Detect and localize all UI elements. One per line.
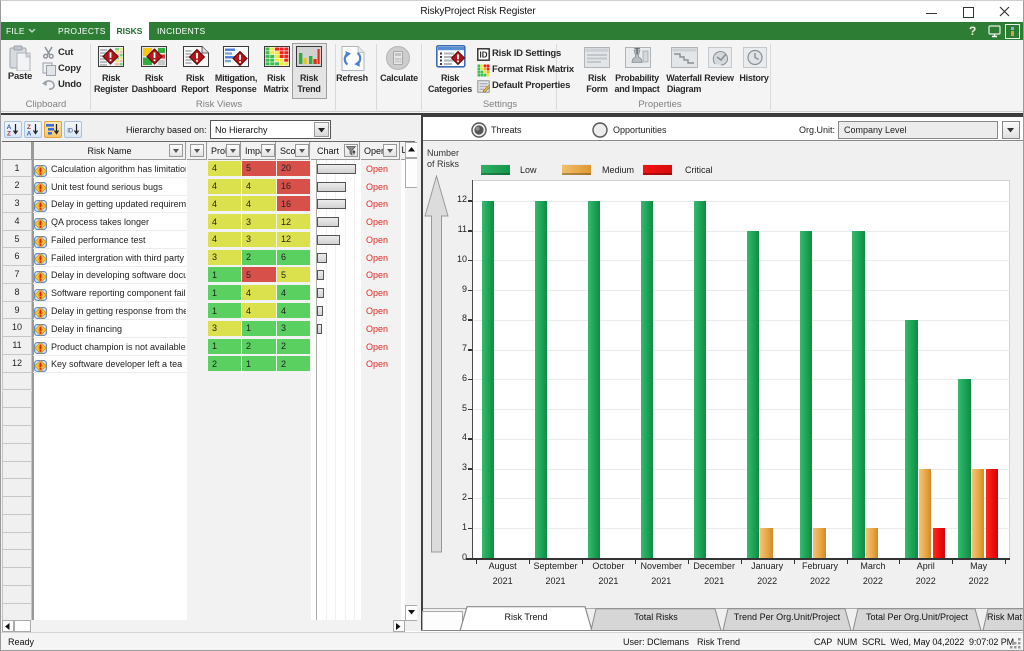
svg-text:A: A: [27, 131, 32, 137]
svg-text:Z: Z: [7, 131, 11, 137]
svg-text:ID: ID: [480, 51, 488, 60]
svg-text:A: A: [7, 124, 12, 131]
svg-text:ID: ID: [67, 128, 73, 135]
svg-text:Z: Z: [27, 124, 31, 131]
